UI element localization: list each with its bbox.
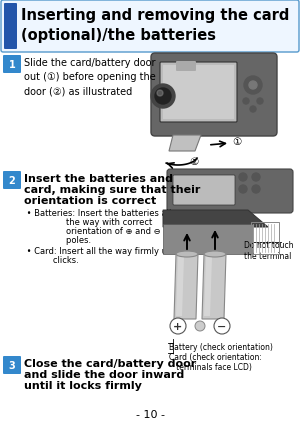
FancyBboxPatch shape (160, 63, 237, 123)
FancyBboxPatch shape (167, 170, 293, 213)
FancyBboxPatch shape (3, 56, 21, 74)
FancyBboxPatch shape (4, 4, 17, 50)
Text: and slide the door inward: and slide the door inward (24, 369, 184, 379)
Text: orientation of ⊕ and ⊖: orientation of ⊕ and ⊖ (24, 227, 160, 236)
Circle shape (252, 173, 260, 181)
FancyBboxPatch shape (1, 1, 299, 53)
Polygon shape (174, 254, 198, 319)
FancyBboxPatch shape (3, 356, 21, 374)
Text: 2: 2 (9, 176, 15, 186)
Circle shape (252, 186, 260, 193)
Polygon shape (169, 136, 201, 152)
Circle shape (170, 318, 186, 334)
Circle shape (155, 89, 171, 105)
Text: terminals face LCD): terminals face LCD) (169, 362, 252, 371)
Text: Card (check orientation:: Card (check orientation: (169, 352, 262, 361)
Text: −: − (217, 321, 227, 331)
Text: clicks.: clicks. (24, 256, 79, 265)
FancyBboxPatch shape (163, 225, 253, 254)
Text: Battery (check orientation): Battery (check orientation) (169, 342, 273, 351)
Circle shape (250, 107, 256, 113)
FancyBboxPatch shape (176, 62, 196, 72)
Text: +: + (173, 321, 183, 331)
Text: the way with correct: the way with correct (24, 218, 152, 227)
Text: ①: ① (232, 137, 241, 147)
Text: until it locks firmly: until it locks firmly (24, 380, 142, 390)
Circle shape (243, 99, 249, 105)
Circle shape (157, 91, 163, 97)
Circle shape (239, 173, 247, 181)
Text: Do not touch
the terminal: Do not touch the terminal (244, 240, 293, 260)
Circle shape (249, 82, 257, 90)
Text: card, making sure that their: card, making sure that their (24, 184, 200, 195)
FancyBboxPatch shape (173, 176, 235, 205)
Text: Slide the card/battery door
out (①) before opening the
door (②) as illustrated: Slide the card/battery door out (①) befo… (24, 58, 156, 96)
Polygon shape (204, 256, 212, 316)
Polygon shape (176, 256, 184, 316)
FancyBboxPatch shape (3, 172, 21, 190)
Text: poles.: poles. (24, 236, 91, 245)
Ellipse shape (204, 251, 226, 257)
Circle shape (239, 186, 247, 193)
Circle shape (214, 318, 230, 334)
Text: (optional)/the batteries: (optional)/the batteries (21, 28, 216, 43)
Polygon shape (202, 254, 226, 319)
Text: ②: ② (189, 157, 198, 167)
Ellipse shape (176, 251, 198, 257)
Text: 1: 1 (9, 60, 15, 70)
FancyBboxPatch shape (151, 54, 277, 137)
Text: • Card: Insert all the way firmly until it: • Card: Insert all the way firmly until … (24, 246, 189, 256)
Circle shape (257, 99, 263, 105)
Text: Close the card/battery door: Close the card/battery door (24, 358, 196, 368)
Polygon shape (163, 210, 268, 227)
Circle shape (151, 85, 175, 109)
Circle shape (195, 321, 205, 331)
Circle shape (244, 77, 262, 95)
Text: • Batteries: Insert the batteries all: • Batteries: Insert the batteries all (24, 208, 171, 218)
FancyBboxPatch shape (163, 66, 234, 120)
Text: Insert the batteries and: Insert the batteries and (24, 173, 173, 184)
Text: orientation is correct: orientation is correct (24, 196, 156, 205)
Text: Inserting and removing the card: Inserting and removing the card (21, 8, 290, 23)
Text: 3: 3 (9, 360, 15, 370)
Text: - 10 -: - 10 - (136, 409, 164, 419)
